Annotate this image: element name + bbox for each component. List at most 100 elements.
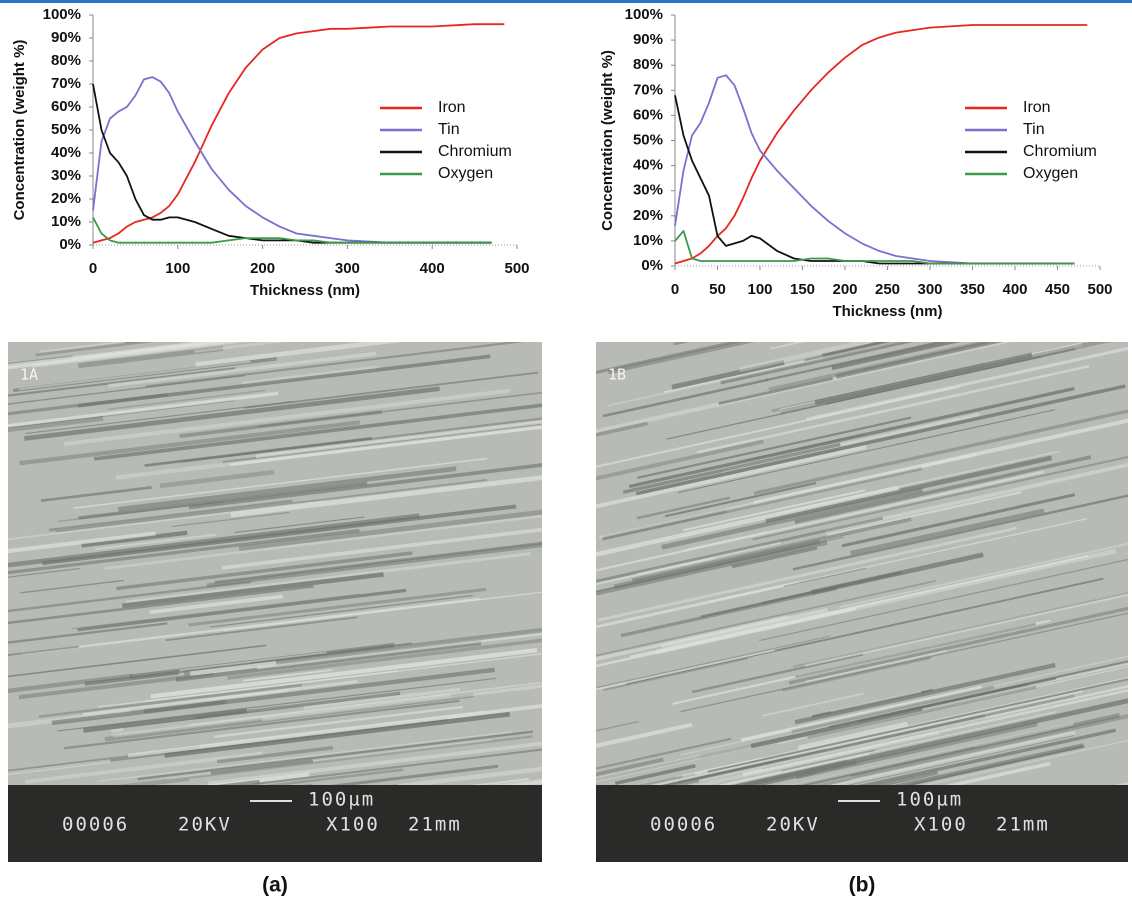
x-axis-label: Thickness (nm) [832, 303, 942, 320]
streak [77, 354, 491, 408]
streak [145, 670, 399, 702]
streak [662, 714, 986, 785]
streak [596, 470, 1044, 572]
streak [329, 764, 499, 785]
streak [28, 314, 140, 327]
streak [217, 746, 334, 764]
streak [825, 346, 1076, 405]
streak [8, 759, 111, 776]
streak [766, 342, 946, 382]
streak [596, 439, 764, 481]
streak [58, 500, 223, 523]
streak [596, 649, 775, 691]
streak [636, 540, 781, 576]
streak [264, 768, 404, 785]
streak [8, 567, 80, 578]
streak [195, 691, 401, 720]
streak [164, 711, 510, 758]
streak [596, 421, 648, 437]
streak [603, 657, 749, 692]
streak [138, 778, 190, 785]
streak [257, 631, 542, 670]
streak [94, 533, 217, 551]
streak [254, 748, 542, 785]
streak [18, 671, 214, 700]
scale-label: 100µm [896, 789, 963, 811]
streak [129, 642, 395, 679]
streak [782, 656, 932, 692]
y-tick-label: 20% [51, 190, 81, 207]
legend-label: Iron [1023, 99, 1051, 116]
x-tick-label: 150 [790, 281, 815, 298]
streak [388, 766, 542, 785]
legend-label: Tin [1023, 121, 1045, 138]
streak [629, 554, 1089, 658]
streak [12, 357, 277, 393]
streak [739, 342, 877, 372]
streak [683, 489, 866, 532]
streak [121, 867, 255, 883]
streak [805, 649, 947, 683]
streak [791, 685, 995, 734]
streak [122, 705, 304, 732]
streak [18, 360, 251, 391]
x-tick-label: 50 [709, 281, 726, 298]
streak [794, 455, 1092, 524]
x-tick-label: 200 [832, 281, 857, 298]
streak [800, 746, 975, 785]
streak [244, 371, 539, 409]
streak [776, 666, 1128, 745]
streak [230, 425, 542, 467]
x-tick-label: 100 [165, 260, 190, 277]
streak [828, 660, 1128, 728]
streak [631, 516, 912, 583]
streak [795, 721, 1038, 780]
streak [117, 735, 533, 785]
x-tick-label: 0 [671, 281, 679, 298]
streak [672, 619, 1051, 705]
streak [214, 705, 464, 739]
streak [680, 612, 1128, 713]
streak [189, 660, 277, 676]
streak [661, 487, 923, 550]
streak [603, 508, 728, 540]
streak [40, 486, 152, 503]
info-text: 21mm [996, 814, 1050, 836]
streak [159, 469, 275, 489]
streak [110, 687, 461, 733]
streak [255, 420, 542, 459]
info-text: 00006 [62, 814, 129, 836]
series-line [92, 216, 492, 244]
streak [8, 500, 327, 541]
y-tick-label: 90% [51, 29, 81, 46]
legend-label: Tin [438, 121, 460, 138]
caption: (b) [849, 874, 876, 897]
streak [622, 442, 841, 494]
streak [758, 772, 818, 785]
streak [613, 539, 821, 590]
streak [596, 607, 857, 668]
streak [258, 391, 542, 428]
streak [8, 622, 168, 644]
x-tick-label: 0 [89, 260, 97, 277]
texture [596, 342, 1128, 785]
streak [675, 757, 763, 778]
streak [806, 346, 1128, 421]
streak [221, 527, 542, 570]
streak [8, 342, 224, 368]
streak [753, 409, 1128, 496]
streak [71, 593, 360, 630]
y-tick-label: 60% [633, 106, 663, 123]
streak [678, 409, 1056, 494]
streak [206, 543, 542, 588]
streak [795, 622, 1037, 679]
streak [893, 743, 1084, 785]
streak [666, 356, 1042, 440]
texture [8, 314, 542, 883]
streak [761, 583, 846, 605]
streak [922, 739, 1128, 785]
info-text: X100 [326, 814, 380, 836]
y-tick-label: 80% [633, 56, 663, 73]
streak [195, 342, 402, 367]
streak [596, 615, 790, 661]
